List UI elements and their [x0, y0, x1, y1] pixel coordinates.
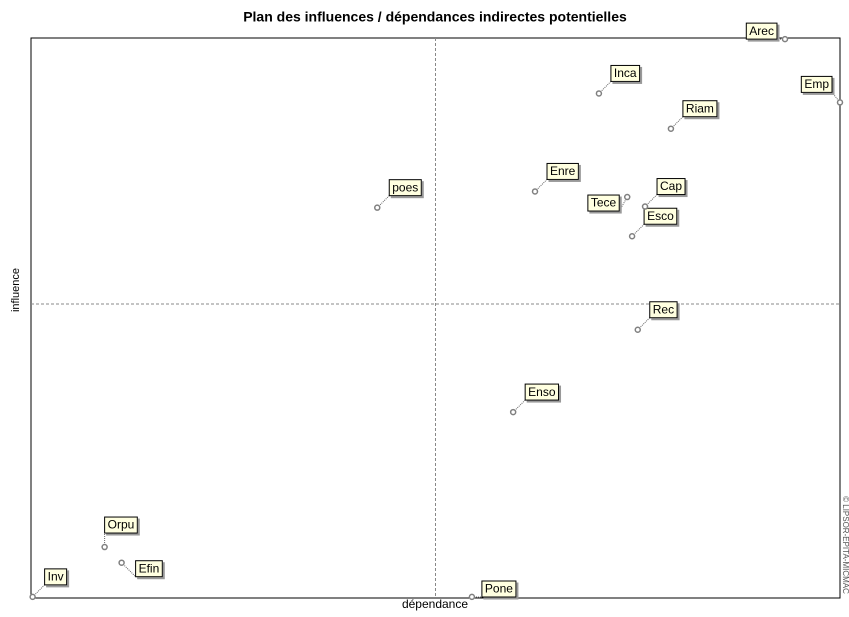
point-label: Rec — [653, 302, 674, 316]
point-label: Inca — [614, 66, 637, 80]
point — [511, 410, 516, 415]
watermark: © LIPSOR-EPITA-MICMAC — [841, 496, 849, 594]
point-label: Esco — [647, 209, 674, 223]
point — [643, 204, 648, 209]
point — [30, 594, 35, 599]
point — [625, 195, 630, 200]
point — [635, 327, 640, 332]
point-label: Cap — [660, 179, 682, 193]
point-label: Tece — [591, 196, 617, 210]
point-label: Inv — [48, 570, 64, 584]
point-label: Enso — [528, 385, 556, 399]
point — [375, 205, 380, 210]
point-label: Enre — [550, 164, 576, 178]
point — [782, 37, 787, 42]
y-axis-label: influence — [10, 268, 22, 312]
x-axis-label: dépendance — [402, 597, 468, 611]
point — [469, 594, 474, 599]
point — [596, 91, 601, 96]
point-label: Riam — [686, 101, 714, 115]
point — [630, 234, 635, 239]
point-label: poes — [392, 180, 418, 194]
point-label: Arec — [749, 24, 774, 38]
point — [838, 100, 843, 105]
point — [119, 560, 124, 565]
point-label: Pone — [485, 582, 513, 596]
point — [102, 545, 107, 550]
chart-title: Plan des influences / dépendances indire… — [243, 9, 627, 25]
point-label: Orpu — [108, 518, 135, 532]
point — [668, 126, 673, 131]
point-label: Efin — [139, 561, 160, 575]
point-label: Emp — [804, 77, 829, 91]
point — [533, 189, 538, 194]
